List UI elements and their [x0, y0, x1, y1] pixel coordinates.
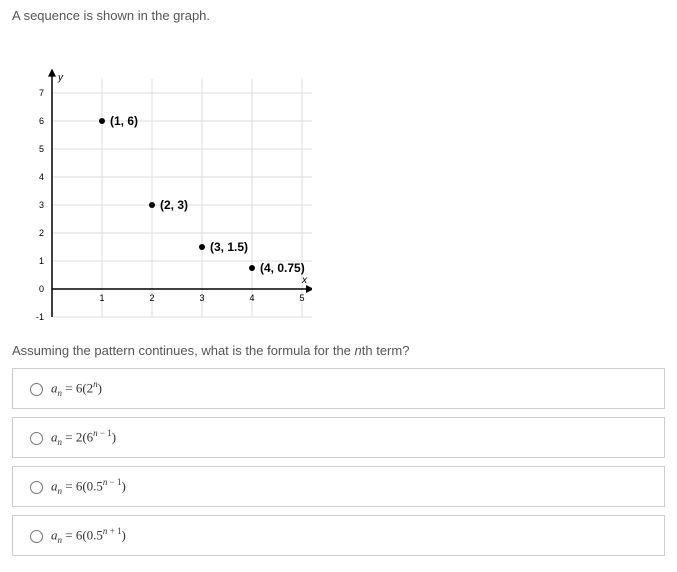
option-b[interactable]: an = 2(6n − 1): [12, 417, 665, 458]
svg-text:(1, 6): (1, 6): [110, 114, 138, 128]
option-c[interactable]: an = 6(0.5n − 1): [12, 466, 665, 507]
svg-text:(4, 0.75): (4, 0.75): [260, 261, 305, 275]
svg-text:1: 1: [99, 293, 104, 303]
svg-text:(3, 1.5): (3, 1.5): [210, 240, 248, 254]
radio-d[interactable]: [30, 530, 43, 543]
svg-text:0: 0: [39, 284, 44, 294]
svg-text:3: 3: [39, 200, 44, 210]
svg-text:5: 5: [39, 144, 44, 154]
option-c-label: an = 6(0.5n − 1): [51, 477, 126, 496]
option-a-label: an = 6(2n): [51, 379, 102, 398]
svg-text:1: 1: [39, 256, 44, 266]
svg-text:-1: -1: [36, 312, 44, 322]
option-a[interactable]: an = 6(2n): [12, 368, 665, 409]
option-d-label: an = 6(0.5n + 1): [51, 526, 126, 545]
question-text: Assuming the pattern continues, what is …: [12, 343, 665, 358]
svg-text:2: 2: [39, 228, 44, 238]
svg-text:6: 6: [39, 116, 44, 126]
option-d[interactable]: an = 6(0.5n + 1): [12, 515, 665, 556]
svg-text:3: 3: [199, 293, 204, 303]
svg-text:x: x: [301, 275, 308, 286]
radio-c[interactable]: [30, 481, 43, 494]
svg-text:7: 7: [39, 88, 44, 98]
radio-a[interactable]: [30, 383, 43, 396]
prompt-text: A sequence is shown in the graph.: [12, 8, 665, 23]
svg-text:(2, 3): (2, 3): [160, 198, 188, 212]
sequence-graph: y x 1 2 3 4 5 -1 0 1 2 3 4 5 6 7 (1, 6) (2, 3) (3, 1.5) (4,…: [22, 33, 312, 323]
svg-text:5: 5: [299, 293, 304, 303]
radio-b[interactable]: [30, 432, 43, 445]
svg-text:4: 4: [39, 172, 44, 182]
svg-text:4: 4: [249, 293, 254, 303]
option-b-label: an = 2(6n − 1): [51, 428, 116, 447]
svg-text:2: 2: [149, 293, 154, 303]
svg-text:y: y: [57, 73, 64, 84]
